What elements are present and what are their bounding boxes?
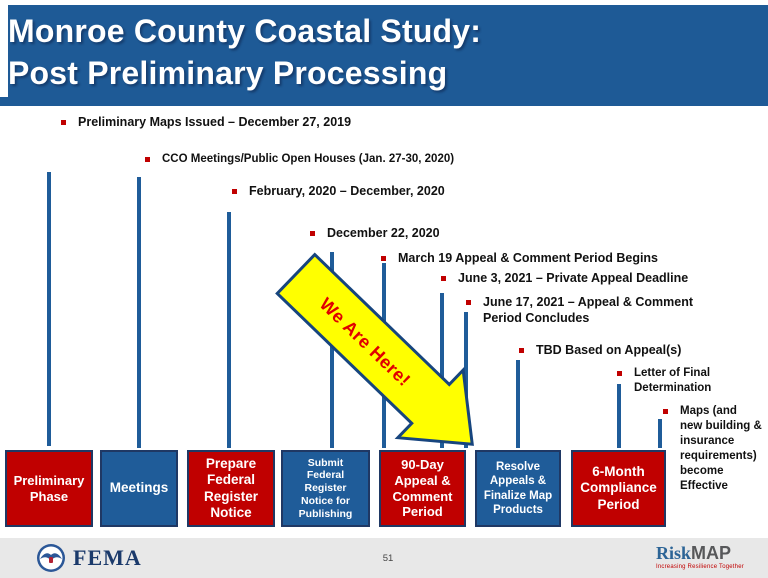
title-underline <box>0 97 768 106</box>
page-number: 51 <box>382 553 394 564</box>
fema-seal-icon <box>37 544 65 572</box>
timeline-connector <box>137 177 141 448</box>
milestone-march-19-appeal-begins: March 19 Appeal & Comment Period Begins <box>381 251 658 267</box>
riskmap-risk-wordmark: Risk <box>656 543 692 563</box>
bullet-icon <box>145 157 150 162</box>
bullet-icon <box>381 256 386 261</box>
phase-box-resolve-appeals: Resolve Appeals & Finalize Map Products <box>475 450 561 527</box>
timeline-connector <box>440 293 444 448</box>
slide-title-line1: Monroe County Coastal Study: <box>8 13 482 49</box>
phase-box-90-day-appeal: 90-Day Appeal & Comment Period <box>379 450 466 527</box>
timeline-connector <box>382 263 386 448</box>
milestone-june-17-concludes: June 17, 2021 – Appeal & Comment Period … <box>466 295 715 326</box>
riskmap-map-wordmark: MAP <box>691 543 732 563</box>
timeline-connector <box>47 172 51 446</box>
timeline-connector <box>330 252 334 448</box>
bullet-icon <box>617 371 622 376</box>
milestone-preliminary-maps: Preliminary Maps Issued – December 27, 2… <box>61 115 351 131</box>
milestone-maps-effective: Maps (and new building & insurance requi… <box>663 404 762 494</box>
milestone-letter-final-determination: Letter of Final Determination <box>617 366 734 396</box>
phase-box-prepare-frn: Prepare Federal Register Notice <box>187 450 275 527</box>
phase-box-preliminary-phase: Preliminary Phase <box>5 450 93 527</box>
bullet-icon <box>441 276 446 281</box>
phase-box-meetings: Meetings <box>100 450 178 527</box>
milestone-june-3-private-deadline: June 3, 2021 – Private Appeal Deadline <box>441 271 688 287</box>
bullet-icon <box>61 120 66 125</box>
timeline-connector <box>464 312 468 448</box>
phase-box-submit-frn: Submit Federal Register Notice for Publi… <box>281 450 370 527</box>
fema-wordmark: FEMA <box>73 545 142 570</box>
timeline-connector <box>516 360 520 448</box>
phase-box-6-month-compliance: 6-Month Compliance Period <box>571 450 666 527</box>
milestone-tbd-appeals: TBD Based on Appeal(s) <box>519 343 681 359</box>
slide-title-line2: Post Preliminary Processing <box>8 55 448 91</box>
timeline-connector <box>658 419 662 448</box>
slide-title: Monroe County Coastal Study: Post Prelim… <box>8 10 481 94</box>
bullet-icon <box>232 189 237 194</box>
timeline-connector <box>617 384 621 448</box>
bullet-icon <box>466 300 471 305</box>
bullet-icon <box>663 409 668 414</box>
milestone-cco-meetings: CCO Meetings/Public Open Houses (Jan. 27… <box>145 152 454 167</box>
bullet-icon <box>310 231 315 236</box>
title-band <box>8 5 768 98</box>
milestone-dec-22-2020: December 22, 2020 <box>310 226 440 242</box>
riskmap-logo: Risk MAP Increasing Resilience Together <box>656 544 744 570</box>
timeline-connector <box>227 212 231 448</box>
bullet-icon <box>519 348 524 353</box>
fema-logo: FEMA <box>36 543 142 573</box>
milestone-feb-dec-2020: February, 2020 – December, 2020 <box>232 184 445 200</box>
footer-bar: FEMA 51 Risk MAP Increasing Resilience To… <box>0 538 768 578</box>
riskmap-tagline: Increasing Resilience Together <box>656 564 744 570</box>
